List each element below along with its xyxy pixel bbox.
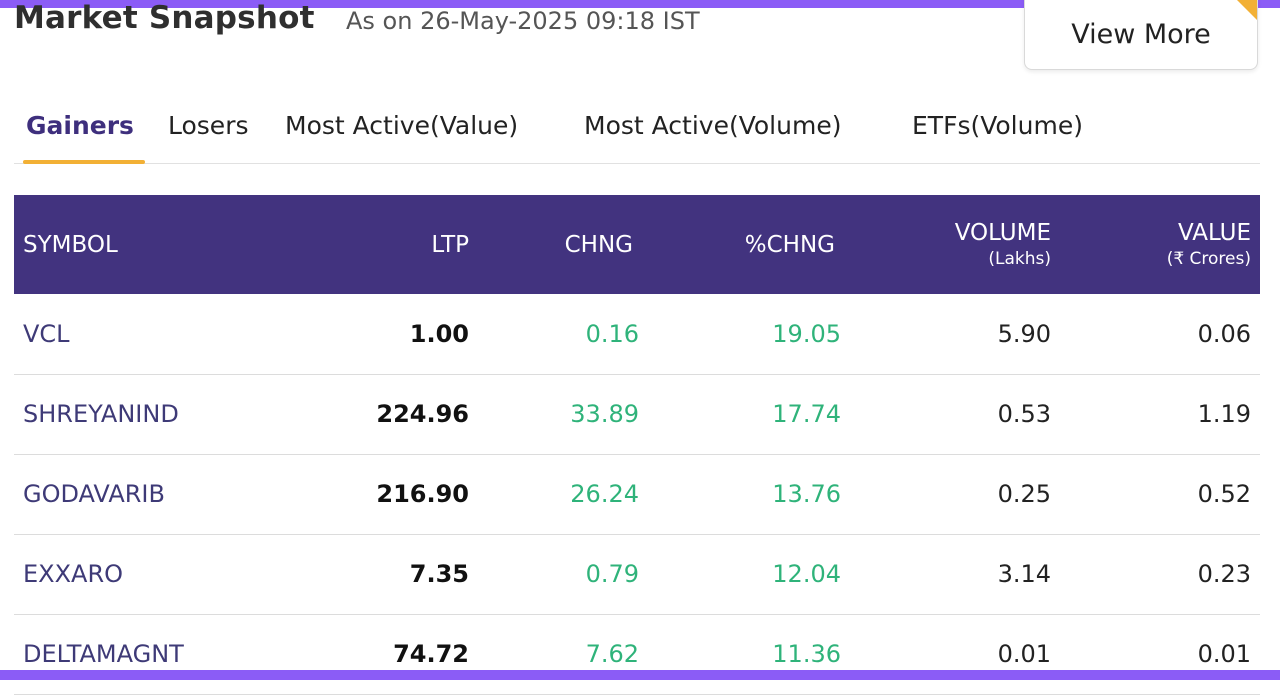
col-symbol-header[interactable]: SYMBOL — [14, 195, 284, 294]
tab-most-active-volume[interactable]: Most Active(Volume) — [584, 88, 841, 163]
row-value: 0.06 — [1197, 319, 1251, 348]
col-value-unit: (₹ Crores) — [1166, 248, 1251, 269]
row-value: 0.01 — [1197, 640, 1251, 668]
col-volume-header[interactable]: VOLUME (Lakhs) — [841, 195, 1051, 294]
col-symbol-label: SYMBOL — [23, 231, 118, 258]
table-row[interactable]: DELTAMAGNT 74.72 7.62 11.36 0.01 0.01 — [14, 614, 1260, 694]
col-ltp-label: LTP — [431, 231, 469, 258]
row-symbol-link[interactable]: SHREYANIND — [23, 400, 179, 428]
row-pchng: 11.36 — [772, 640, 841, 668]
row-pchng: 12.04 — [772, 560, 841, 588]
row-volume: 0.25 — [997, 480, 1051, 508]
col-volume-label: VOLUME — [954, 219, 1051, 246]
row-value: 0.23 — [1197, 560, 1251, 588]
row-value: 1.19 — [1197, 400, 1251, 428]
gainers-table: SYMBOL LTP CHNG %CHNG VOLUME (Lakhs) VAL… — [14, 195, 1260, 695]
as-of-timestamp: As on 26-May-2025 09:18 IST — [346, 7, 700, 35]
table-row[interactable]: SHREYANIND 224.96 33.89 17.74 0.53 1.19 — [14, 374, 1260, 454]
tab-most-active-value[interactable]: Most Active(Value) — [285, 88, 518, 163]
col-chng-header[interactable]: CHNG — [469, 195, 639, 294]
col-ltp-header[interactable]: LTP — [284, 195, 469, 294]
bottom-frame-bar — [0, 670, 1280, 680]
row-pchng: 13.76 — [772, 480, 841, 508]
active-tab-indicator — [23, 160, 145, 164]
tab-etfs-volume[interactable]: ETFs(Volume) — [912, 88, 1083, 163]
col-pchng-header[interactable]: %CHNG — [639, 195, 841, 294]
corner-accent-icon — [1233, 0, 1257, 20]
tab-gainers-label: Gainers — [26, 110, 134, 140]
row-ltp: 216.90 — [376, 480, 469, 508]
col-volume-unit: (Lakhs) — [988, 248, 1051, 269]
table-row[interactable]: EXXARO 7.35 0.79 12.04 3.14 0.23 — [14, 534, 1260, 614]
row-chng: 7.62 — [585, 640, 639, 668]
row-volume: 0.53 — [997, 400, 1051, 428]
tab-losers-label: Losers — [168, 110, 249, 140]
row-ltp: 74.72 — [393, 640, 469, 668]
row-pchng: 19.05 — [772, 319, 841, 348]
col-value-header[interactable]: VALUE (₹ Crores) — [1051, 195, 1260, 294]
col-value-label: VALUE — [1177, 219, 1251, 246]
row-chng: 0.16 — [585, 319, 639, 348]
col-pchng-label: %CHNG — [744, 231, 835, 258]
view-more-label: View More — [1071, 19, 1211, 50]
row-chng: 0.79 — [585, 560, 639, 588]
row-chng: 26.24 — [570, 480, 639, 508]
row-symbol-link[interactable]: DELTAMAGNT — [23, 640, 184, 668]
table-row[interactable]: GODAVARIB 216.90 26.24 13.76 0.25 0.52 — [14, 454, 1260, 534]
row-volume: 3.14 — [997, 560, 1051, 588]
row-volume: 0.01 — [997, 640, 1051, 668]
view-more-button[interactable]: View More — [1024, 0, 1258, 70]
row-ltp: 224.96 — [376, 400, 469, 428]
tab-losers[interactable]: Losers — [168, 88, 249, 163]
table-header-row: SYMBOL LTP CHNG %CHNG VOLUME (Lakhs) VAL… — [14, 195, 1260, 294]
row-pchng: 17.74 — [772, 400, 841, 428]
row-chng: 33.89 — [570, 400, 639, 428]
row-value: 0.52 — [1197, 480, 1251, 508]
table-row[interactable]: VCL 1.00 0.16 19.05 5.90 0.06 — [14, 294, 1260, 374]
tab-etfs-volume-label: ETFs(Volume) — [912, 110, 1083, 140]
tab-most-active-volume-label: Most Active(Volume) — [584, 110, 842, 140]
row-ltp: 1.00 — [409, 319, 469, 348]
top-frame-bar — [0, 0, 1280, 8]
row-symbol-link[interactable]: VCL — [23, 319, 70, 348]
tab-gainers[interactable]: Gainers — [26, 88, 134, 163]
row-ltp: 7.35 — [409, 560, 469, 588]
col-chng-label: CHNG — [564, 231, 633, 258]
tab-most-active-value-label: Most Active(Value) — [285, 110, 519, 140]
page-title: Market Snapshot — [14, 0, 315, 36]
row-symbol-link[interactable]: EXXARO — [23, 560, 124, 588]
snapshot-tabs: Gainers Losers Most Active(Value) Most A… — [14, 88, 1260, 164]
row-volume: 5.90 — [997, 319, 1051, 348]
row-symbol-link[interactable]: GODAVARIB — [23, 480, 165, 508]
